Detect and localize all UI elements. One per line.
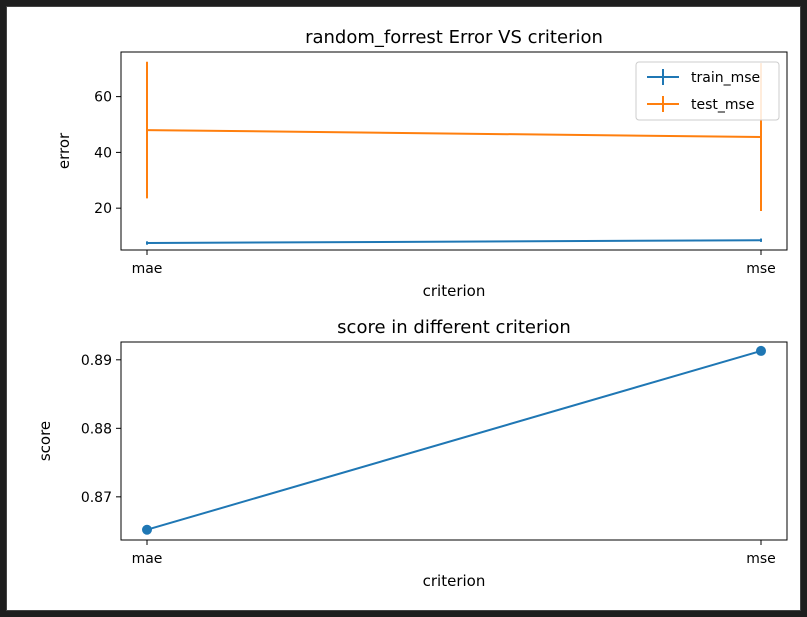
- score-chart-title: score in different criterion: [337, 317, 571, 338]
- score-chart-xlabel: criterion: [423, 572, 486, 590]
- legend: train_mse test_mse: [635, 61, 780, 121]
- score-chart-plot-area: [120, 341, 788, 541]
- score-chart-y-axis: 0.87 0.88 0.89: [81, 353, 121, 506]
- error-chart-y-axis: 20 40 60: [94, 90, 121, 217]
- error-chart-ylabel: error: [55, 132, 73, 169]
- x-tick-label-mse: mse: [746, 551, 776, 567]
- error-chart-xlabel: criterion: [423, 282, 486, 300]
- score-chart: score in different criterion 0.870.880.8…: [36, 317, 788, 590]
- error-chart-title: random_forrest Error VS criterion: [305, 27, 603, 48]
- score-chart-ylabel: score: [36, 421, 54, 461]
- y-tick-label: 0.89: [81, 353, 112, 369]
- x-tick-label-mae: mae: [132, 261, 163, 277]
- series-line-test_mse: [146, 129, 762, 139]
- series-line-train_mse: [146, 239, 762, 245]
- x-tick-label-mae: mae: [132, 551, 163, 567]
- legend-label-test-mse: test_mse: [691, 97, 754, 113]
- series-line-score: [146, 349, 762, 531]
- y-tick-label: 40: [94, 145, 112, 161]
- figure-canvas: random_forrest Error VS criterion 20 40 60…: [36, 27, 788, 590]
- y-tick-label: 0.87: [81, 490, 112, 506]
- error-chart-x-axis: mae mse: [132, 250, 776, 277]
- data-point-mae: [142, 524, 152, 535]
- data-point-mse: [756, 345, 766, 356]
- y-tick-label: 60: [94, 90, 112, 106]
- figure-frame: random_forrest Error VS criterion 20 40 60…: [6, 6, 801, 611]
- error-chart-plot-area: [120, 51, 788, 251]
- y-tick-label: 0.88: [81, 421, 112, 437]
- y-tick-label: 20: [94, 201, 112, 217]
- x-tick-label-mse: mse: [746, 261, 776, 277]
- legend-label-train-mse: train_mse: [691, 70, 760, 86]
- score-chart-x-axis: mae mse: [132, 540, 776, 567]
- score-chart-series: [142, 345, 766, 535]
- error-chart: random_forrest Error VS criterion 20 40 60…: [55, 27, 788, 300]
